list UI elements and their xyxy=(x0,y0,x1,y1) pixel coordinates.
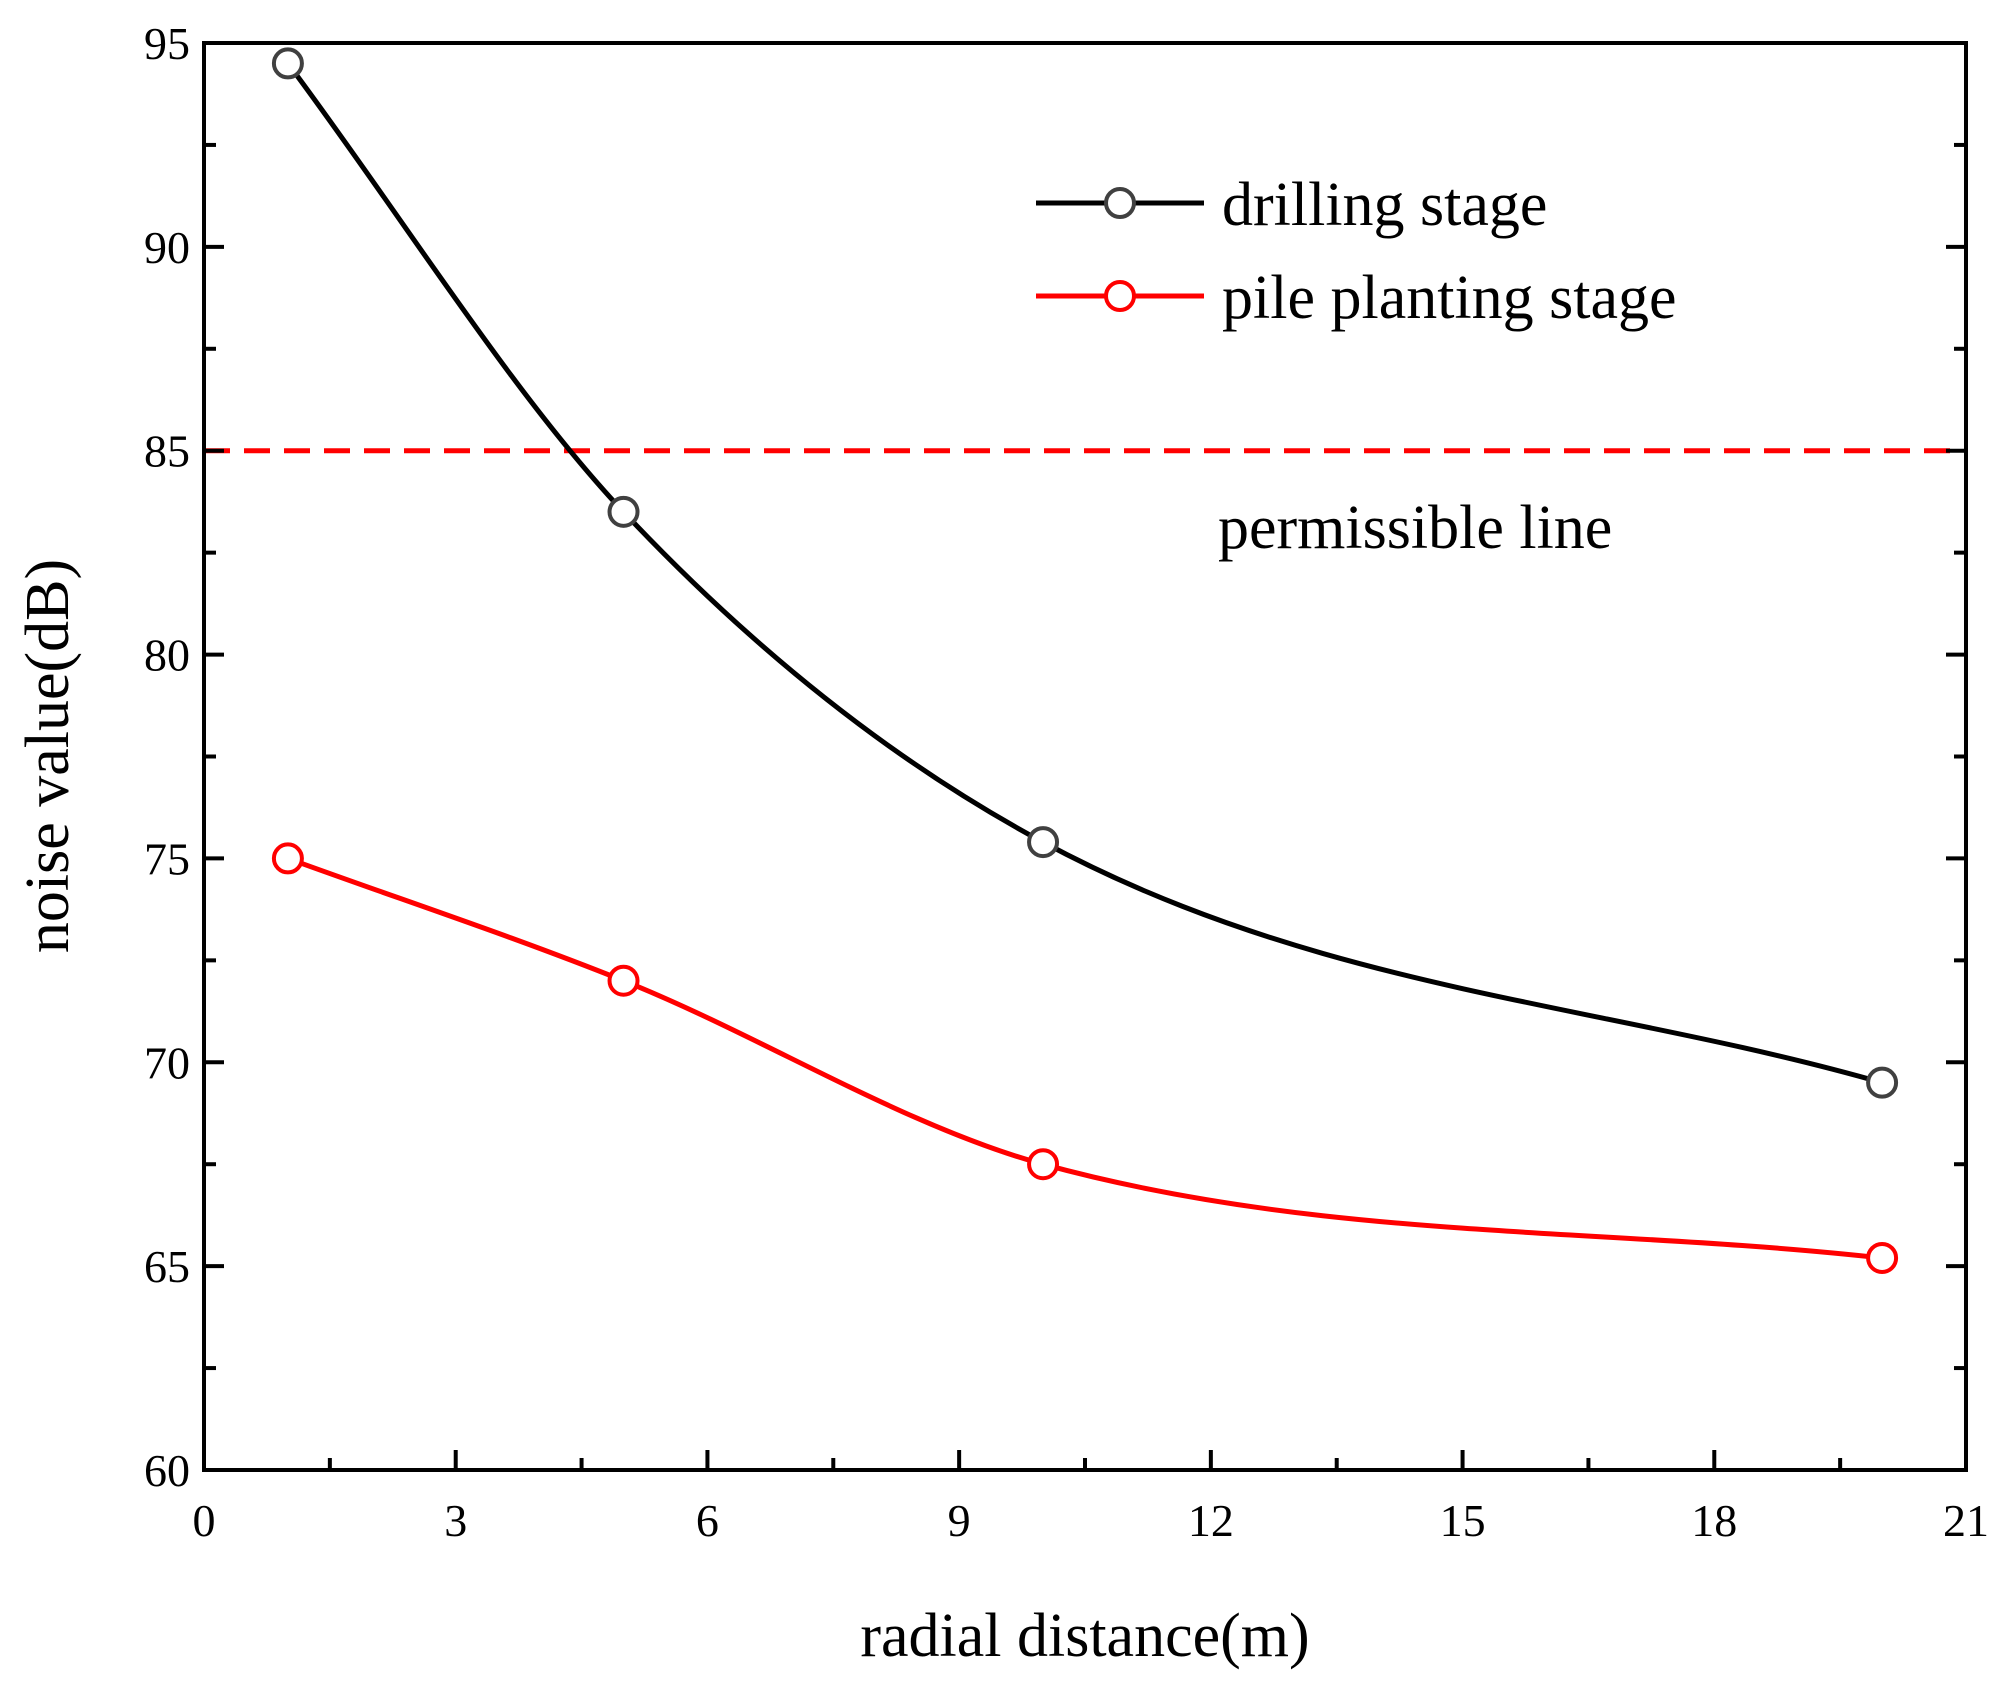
data-point-series-1 xyxy=(1866,1241,1899,1274)
plot-frame xyxy=(202,41,1968,1472)
x-tick-label: 6 xyxy=(696,1495,719,1546)
series-line-1 xyxy=(287,856,1883,1261)
x-tick-label: 21 xyxy=(1943,1495,1989,1546)
y-tick-label: 95 xyxy=(144,18,190,69)
permissible-line-label: permissible line xyxy=(1218,494,1612,562)
tick-layer: 0 3 6 9 12 15 18 21 60 65 70 75 80 85 90 95 xyxy=(144,18,1989,1546)
legend-label-pile: pile planting stage xyxy=(1222,264,1677,332)
x-tick-label: 18 xyxy=(1691,1495,1737,1546)
data-point-series-0 xyxy=(271,47,304,80)
series-line-0 xyxy=(285,61,1883,1086)
legend-marker-pile xyxy=(1104,280,1136,312)
y-axis-title: noise value(dB) xyxy=(14,559,82,953)
x-tick-label: 3 xyxy=(444,1495,467,1546)
series-layer xyxy=(271,47,1899,1274)
x-tick-label: 15 xyxy=(1440,1495,1486,1546)
data-point-series-0 xyxy=(607,495,640,528)
y-tick-label: 65 xyxy=(144,1241,190,1292)
y-tick-label: 85 xyxy=(144,426,190,477)
y-tick-label: 80 xyxy=(144,630,190,681)
data-point-series-1 xyxy=(607,964,640,997)
data-point-series-1 xyxy=(271,842,304,875)
legend-label-drilling: drilling stage xyxy=(1222,171,1547,239)
data-point-series-0 xyxy=(1866,1066,1899,1099)
legend-marker-drilling xyxy=(1104,187,1136,219)
y-tick-label: 75 xyxy=(144,833,190,884)
y-tick-label: 90 xyxy=(144,222,190,273)
legend: drilling stage pile planting stage xyxy=(1036,171,1677,332)
data-point-series-1 xyxy=(1027,1148,1060,1181)
x-tick-label: 9 xyxy=(948,1495,971,1546)
x-tick-label: 0 xyxy=(193,1495,216,1546)
y-tick-label: 60 xyxy=(144,1445,190,1496)
x-axis-title: radial distance(m) xyxy=(860,1602,1309,1670)
y-tick-label: 70 xyxy=(144,1037,190,1088)
x-tick-label: 12 xyxy=(1188,1495,1234,1546)
data-point-series-0 xyxy=(1027,826,1060,859)
